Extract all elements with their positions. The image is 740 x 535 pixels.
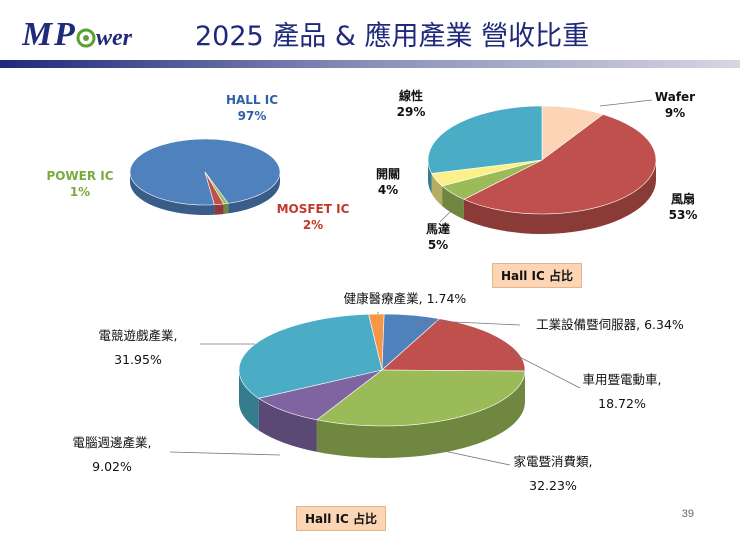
hall-label-motor: 馬達 bbox=[426, 221, 450, 236]
industry-label-appliance: 家電暨消費類, bbox=[514, 454, 593, 469]
product-pie-side-0 bbox=[130, 172, 215, 215]
industry-pie-slice-3 bbox=[316, 369, 526, 427]
hall-value-switch: 4% bbox=[378, 183, 398, 197]
product-pie bbox=[129, 138, 281, 215]
hall-ic-pie bbox=[427, 105, 657, 235]
industry-label-automotive: 車用暨電動車, bbox=[583, 372, 662, 387]
industry-label-industrial: 工業設備暨伺服器, 6.34% bbox=[536, 317, 684, 332]
industry-leader-appliance bbox=[429, 447, 511, 466]
hall-ic-share-badge-top: Hall IC 占比 bbox=[492, 263, 582, 288]
industry-value-gaming: 31.95% bbox=[114, 352, 162, 367]
industry-pie-side-3 bbox=[316, 371, 525, 458]
hall-leader-motor bbox=[439, 199, 463, 223]
product-pie-side-0 bbox=[228, 172, 280, 214]
industry-pie-slice-4 bbox=[257, 369, 383, 421]
product-label-hall-ic: HALL IC bbox=[226, 93, 278, 107]
industry-value-automotive: 18.72% bbox=[598, 396, 646, 411]
industry-value-appliance: 32.23% bbox=[529, 478, 577, 493]
hall-leader-wafer bbox=[599, 99, 653, 107]
hall-label-switch: 開關 bbox=[376, 167, 400, 181]
industry-pie-slice-2 bbox=[381, 318, 526, 372]
header-divider bbox=[0, 60, 740, 68]
industry-pie-side-4 bbox=[258, 398, 317, 452]
product-pie-side-2 bbox=[214, 203, 224, 215]
page-title: 2025 產品 & 應用產業 營收比重 bbox=[195, 21, 590, 52]
mpower-logo: M P wer bbox=[22, 16, 133, 53]
hall-label-linear: 線性 bbox=[399, 88, 423, 103]
product-value-power-ic: 1% bbox=[70, 185, 90, 199]
hall-value-motor: 5% bbox=[428, 238, 448, 252]
industry-label-healthcare: 健康醫療產業, 1.74% bbox=[344, 291, 467, 306]
hall-label-wafer: Wafer bbox=[655, 90, 695, 104]
hall-ic-pie-slice-4 bbox=[427, 105, 543, 174]
hall-ic-pie-side-4 bbox=[428, 160, 432, 194]
product-pie-side-1 bbox=[223, 203, 229, 214]
hall-ic-pie-slice-1 bbox=[463, 114, 657, 215]
industry-pie bbox=[238, 313, 526, 458]
product-label-power-ic: POWER IC bbox=[46, 169, 113, 183]
page-number: 39 bbox=[681, 508, 694, 520]
industry-leader-computer bbox=[169, 451, 281, 456]
product-pie-slice-2 bbox=[204, 171, 225, 206]
hall-ic-pie-side-3 bbox=[431, 173, 443, 207]
product-label-mosfet-ic: MOSFET IC bbox=[277, 202, 350, 216]
industry-label-computer: 電腦週邊產業, bbox=[73, 435, 152, 450]
svg-text:wer: wer bbox=[96, 25, 133, 51]
hall-value-fan: 53% bbox=[669, 208, 698, 222]
industry-value-computer: 9.02% bbox=[92, 459, 132, 474]
hall-value-wafer: 9% bbox=[665, 106, 685, 120]
product-value-mosfet-ic: 2% bbox=[303, 218, 323, 232]
hall-label-fan: 風扇 bbox=[671, 191, 695, 206]
hall-value-linear: 29% bbox=[397, 105, 426, 119]
industry-pie-slice-5 bbox=[238, 313, 383, 399]
industry-leader-automotive bbox=[505, 349, 581, 389]
product-value-hall-ic: 97% bbox=[238, 109, 267, 123]
industry-label-gaming: 電競遊戲產業, bbox=[99, 328, 178, 343]
svg-text:P: P bbox=[53, 16, 75, 53]
svg-text:M: M bbox=[22, 16, 54, 53]
hall-ic-share-badge-bottom: Hall IC 占比 bbox=[296, 506, 386, 531]
hall-ic-pie-side-1 bbox=[463, 160, 656, 235]
industry-leader-industrial bbox=[409, 319, 521, 326]
hall-ic-pie-side-2 bbox=[442, 186, 464, 220]
